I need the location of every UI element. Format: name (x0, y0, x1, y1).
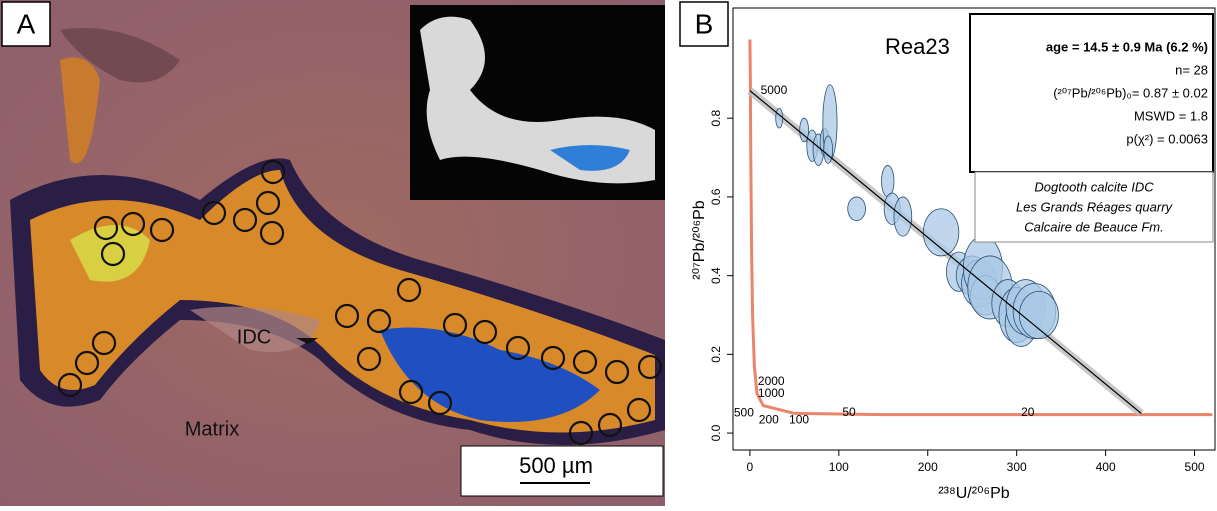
concordia (748, 39, 1213, 417)
description-box (974, 171, 1214, 243)
error-ellipse (881, 165, 895, 198)
x-tick-label: 400 (1096, 460, 1116, 474)
error-ellipse (922, 208, 960, 257)
concordia-age-label: 20 (1021, 405, 1035, 419)
x-axis-label: ²³⁸U/²⁰⁶Pb (938, 485, 1009, 502)
panel-label: A (17, 8, 36, 39)
matrix-label: Matrix (185, 418, 239, 440)
concordia-age-label: 50 (842, 405, 856, 419)
error-ellipse (799, 117, 809, 143)
concordia-age-label: 1000 (758, 386, 785, 400)
chart-title: Rea23 (885, 34, 950, 59)
scale-bar-label: 500 µm (519, 453, 593, 478)
concordia-age-label: 200 (759, 412, 779, 426)
concordia-age-label: 500 (734, 406, 754, 420)
y-tick-label: 0.0 (709, 424, 723, 441)
error-ellipse (847, 196, 866, 221)
plot-frame (732, 7, 1216, 451)
y-axis-label: ²⁰⁷Pb/²⁰⁶Pb (691, 200, 708, 280)
description-text: Les Grands Réages quarry (1016, 199, 1174, 214)
stats-text: MSWD = 1.8 (1134, 108, 1208, 123)
idc-label: IDC (237, 326, 271, 348)
y-tick-label: 0.6 (709, 188, 723, 205)
stats-text: (²⁰⁷Pb/²⁰⁶Pb)₀= 0.87 ± 0.02 (1053, 85, 1208, 100)
x-tick-label: 200 (918, 460, 938, 474)
regression-line (749, 90, 1142, 414)
y-tick-label: 0.4 (709, 267, 723, 284)
y-tick-label: 0.2 (709, 346, 723, 363)
error-ellipse (1018, 290, 1059, 340)
stats-text: age = 14.5 ± 0.9 Ma (6.2 %) (1046, 39, 1208, 54)
concordia-age-label: 100 (789, 412, 809, 426)
stats-box (969, 13, 1214, 173)
concordia-age-label: 5000 (761, 83, 788, 97)
concordia-age-label: 2000 (758, 374, 785, 388)
photomicrograph (0, 0, 665, 506)
error-ellipse (775, 107, 784, 129)
description-text: Dogtooth calcite IDC (1034, 179, 1154, 194)
x-tick-label: 500 (1185, 460, 1205, 474)
description-text: Calcaire de Beauce Fm. (1024, 219, 1163, 234)
panel-label-box (679, 1, 729, 47)
x-tick-label: 300 (1007, 460, 1027, 474)
x-tick-label: 100 (829, 460, 849, 474)
x-tick-label: 0 (747, 460, 754, 474)
panel-label: B (695, 8, 714, 39)
stats-text: n= 28 (1175, 62, 1208, 77)
error-ellipse (823, 135, 834, 164)
stats-text: p(χ²) = 0.0063 (1126, 131, 1208, 146)
y-tick-label: 0.8 (709, 110, 723, 127)
